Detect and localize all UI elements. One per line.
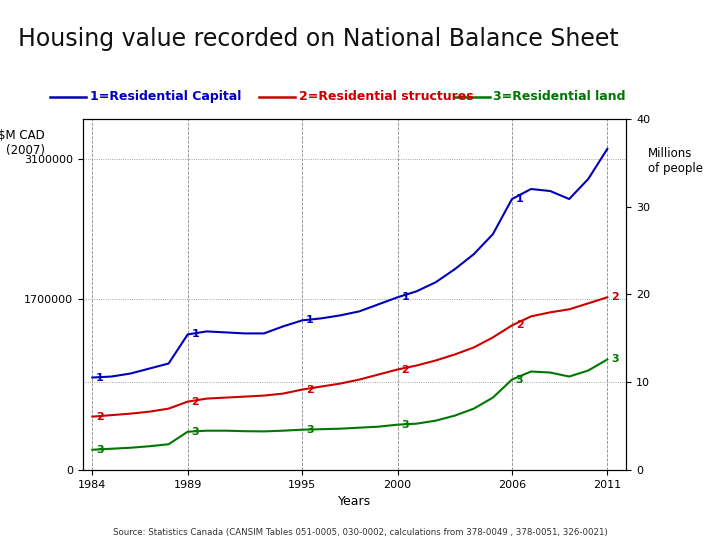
Text: 3: 3 (516, 375, 523, 384)
Text: 3: 3 (96, 445, 104, 455)
Text: 2: 2 (96, 411, 104, 422)
Text: 1: 1 (192, 329, 199, 340)
Text: 1: 1 (516, 194, 523, 204)
Text: 2: 2 (516, 320, 523, 330)
Text: 2: 2 (306, 384, 314, 395)
Text: 2: 2 (192, 396, 199, 407)
Text: 1: 1 (96, 373, 104, 382)
Y-axis label: $M CAD
(2007): $M CAD (2007) (0, 130, 45, 157)
Text: 3: 3 (611, 354, 618, 364)
Text: 3: 3 (401, 420, 409, 430)
Text: 1: 1 (306, 315, 314, 326)
Text: Source: Statistics Canada (CANSIM Tables 051-0005, 030-0002, calculations from 3: Source: Statistics Canada (CANSIM Tables… (112, 528, 608, 537)
Text: 3: 3 (306, 424, 314, 435)
Text: 1: 1 (401, 292, 409, 302)
Text: 3=Residential land: 3=Residential land (493, 90, 626, 104)
Text: 2: 2 (611, 292, 619, 302)
X-axis label: Years: Years (338, 495, 372, 508)
Text: 1=Residential Capital: 1=Residential Capital (90, 90, 241, 104)
Text: 3: 3 (192, 427, 199, 437)
Text: Housing value recorded on National Balance Sheet: Housing value recorded on National Balan… (18, 26, 618, 51)
Text: 2=Residential structures: 2=Residential structures (299, 90, 474, 104)
Text: 2: 2 (401, 364, 409, 375)
Y-axis label: Millions
of people: Millions of people (648, 147, 703, 175)
